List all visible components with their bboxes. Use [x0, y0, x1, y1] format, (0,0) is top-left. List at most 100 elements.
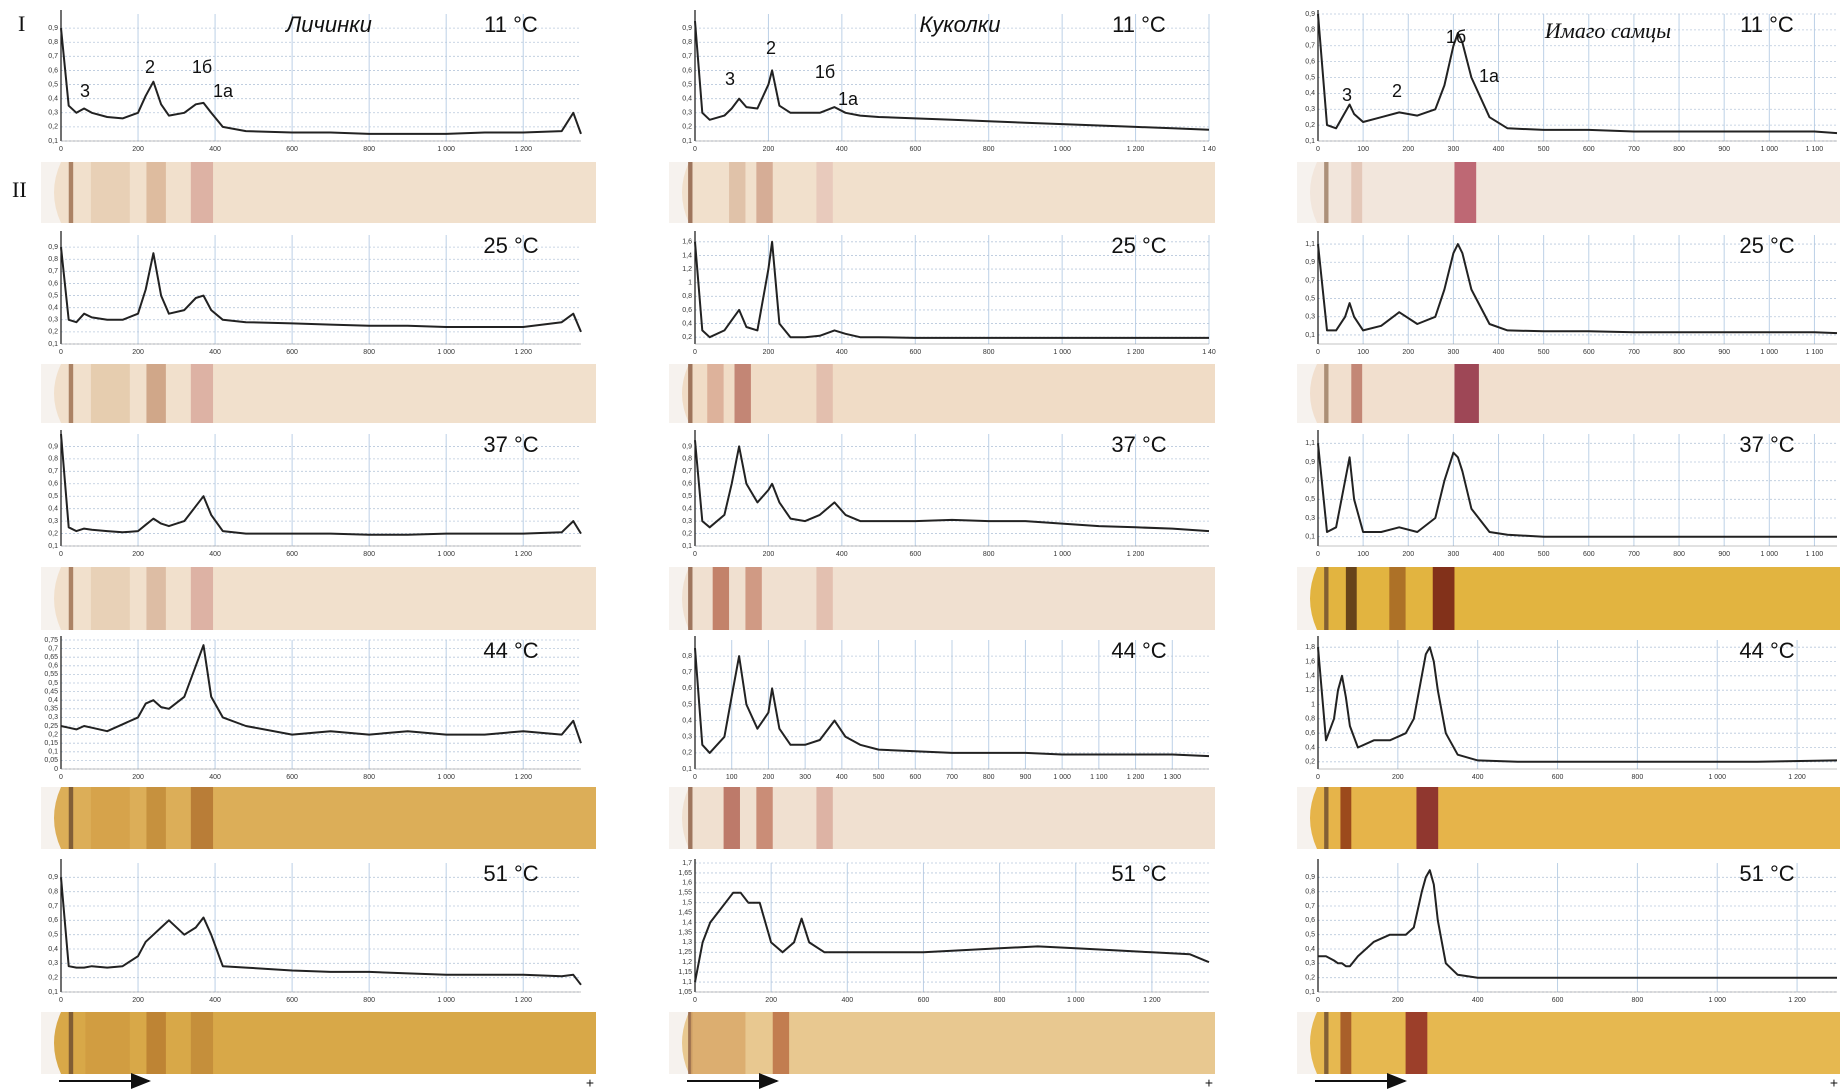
gel-band: [745, 567, 761, 630]
y-tick-label: 0,2: [48, 975, 58, 982]
y-tick-label: 0,4: [1305, 946, 1315, 953]
gel-strip: [1297, 364, 1840, 423]
y-tick-label: 0,8: [48, 889, 58, 896]
densitogram-line: [695, 893, 1209, 982]
y-tick-label: 0,2: [682, 124, 692, 131]
x-tick-label: 400: [1472, 774, 1484, 781]
y-tick-label: 0,9: [48, 25, 58, 32]
y-tick-label: 1,2: [682, 959, 692, 966]
y-tick-label: 0,4: [48, 506, 58, 513]
y-tick-label: 1,7: [682, 860, 692, 867]
y-tick-label: 0,35: [44, 706, 58, 713]
x-tick-label: 400: [209, 551, 221, 558]
gel-band: [191, 162, 213, 223]
gel-band: [146, 567, 165, 630]
densitogram-line: [1318, 870, 1837, 978]
gel-band: [1324, 1012, 1328, 1074]
row-label: I: [18, 11, 25, 36]
y-tick-label: 0,4: [682, 320, 692, 327]
y-tick-label: 1,55: [678, 890, 692, 897]
y-tick-label: 0,6: [48, 663, 58, 670]
chart-panel: 02004006008001 0001 2000,10,20,30,40,50,…: [41, 859, 596, 1091]
y-tick-label: 0,4: [48, 96, 58, 103]
x-tick-label: 1 000: [1708, 774, 1726, 781]
x-tick-label: 200: [763, 551, 775, 558]
y-tick-label: 0,1: [48, 749, 58, 756]
x-tick-label: 500: [1538, 551, 1550, 558]
y-tick-label: 0,2: [682, 750, 692, 757]
y-tick-label: 0,2: [682, 334, 692, 341]
x-tick-label: 200: [132, 146, 144, 153]
x-tick-label: 800: [1673, 349, 1685, 356]
y-tick-label: 0,6: [682, 307, 692, 314]
x-tick-label: 600: [1552, 774, 1564, 781]
x-tick-label: 200: [132, 774, 144, 781]
x-tick-label: 400: [209, 997, 221, 1004]
x-tick-label: 200: [763, 774, 775, 781]
y-tick-label: 1,65: [678, 870, 692, 877]
y-tick-label: 0,1: [48, 543, 58, 550]
x-tick-label: 500: [873, 774, 885, 781]
x-tick-label: 800: [983, 551, 995, 558]
x-tick-label: 0: [59, 349, 63, 356]
x-tick-label: 700: [1628, 349, 1640, 356]
gel-band: [816, 787, 832, 849]
x-tick-label: 600: [1583, 551, 1595, 558]
y-tick-label: 1,2: [1305, 687, 1315, 694]
y-tick-label: 1: [1311, 701, 1315, 708]
gel-band: [191, 787, 213, 849]
gel-band: [816, 567, 832, 630]
gel-band: [816, 364, 832, 423]
chart-panel: 02004006008001 0001 2000,10,20,30,40,50,…: [41, 231, 596, 423]
gel-band: [146, 162, 165, 223]
y-tick-label: 0,4: [48, 305, 58, 312]
y-tick-label: 0,3: [682, 518, 692, 525]
gel-band: [91, 787, 130, 849]
gel-band: [1324, 787, 1328, 849]
plus-sign: +: [1205, 1075, 1213, 1091]
x-tick-label: 600: [1583, 349, 1595, 356]
y-tick-label: 0,4: [48, 946, 58, 953]
gel-band: [707, 364, 723, 423]
peak-label: 1б: [1446, 27, 1466, 47]
y-tick-label: 0,5: [682, 81, 692, 88]
y-tick-label: 0,2: [682, 530, 692, 537]
densitogram-line: [1318, 443, 1837, 536]
x-tick-label: 800: [363, 774, 375, 781]
x-tick-label: 100: [1357, 146, 1369, 153]
gel-band: [85, 1012, 129, 1074]
x-tick-label: 600: [909, 551, 921, 558]
x-tick-label: 400: [209, 774, 221, 781]
y-tick-label: 1: [688, 280, 692, 287]
y-tick-label: 0,45: [44, 688, 58, 695]
y-tick-label: 0,8: [1305, 27, 1315, 34]
y-tick-label: 0,05: [44, 757, 58, 764]
y-tick-label: 0,6: [1305, 58, 1315, 65]
x-tick-label: 0: [693, 551, 697, 558]
x-tick-label: 0: [1316, 349, 1320, 356]
x-tick-label: 0: [59, 774, 63, 781]
y-tick-label: 0,9: [682, 25, 692, 32]
gel-band: [1346, 567, 1357, 630]
x-tick-label: 200: [763, 349, 775, 356]
x-tick-label: 0: [693, 774, 697, 781]
gel-band: [1340, 787, 1351, 849]
gel-band: [191, 364, 213, 423]
x-tick-label: 1 000: [1053, 146, 1071, 153]
y-tick-label: 0,1: [682, 543, 692, 550]
y-tick-label: 0,1: [1305, 989, 1315, 996]
x-tick-label: 200: [1402, 146, 1414, 153]
x-tick-label: 1 200: [514, 146, 532, 153]
y-tick-label: 0,7: [48, 903, 58, 910]
gel-band: [191, 1012, 213, 1074]
y-tick-label: 0,9: [1305, 459, 1315, 466]
y-tick-label: 0,6: [48, 280, 58, 287]
gel-band: [91, 567, 130, 630]
gel-band: [191, 567, 213, 630]
y-tick-label: 0,2: [1305, 122, 1315, 129]
x-tick-label: 100: [1357, 349, 1369, 356]
x-tick-label: 800: [983, 146, 995, 153]
chart-panel: 02004006008001 0001 2001,051,11,151,21,2…: [669, 859, 1215, 1091]
y-tick-label: 1,05: [678, 989, 692, 996]
y-tick-label: 0,5: [682, 493, 692, 500]
